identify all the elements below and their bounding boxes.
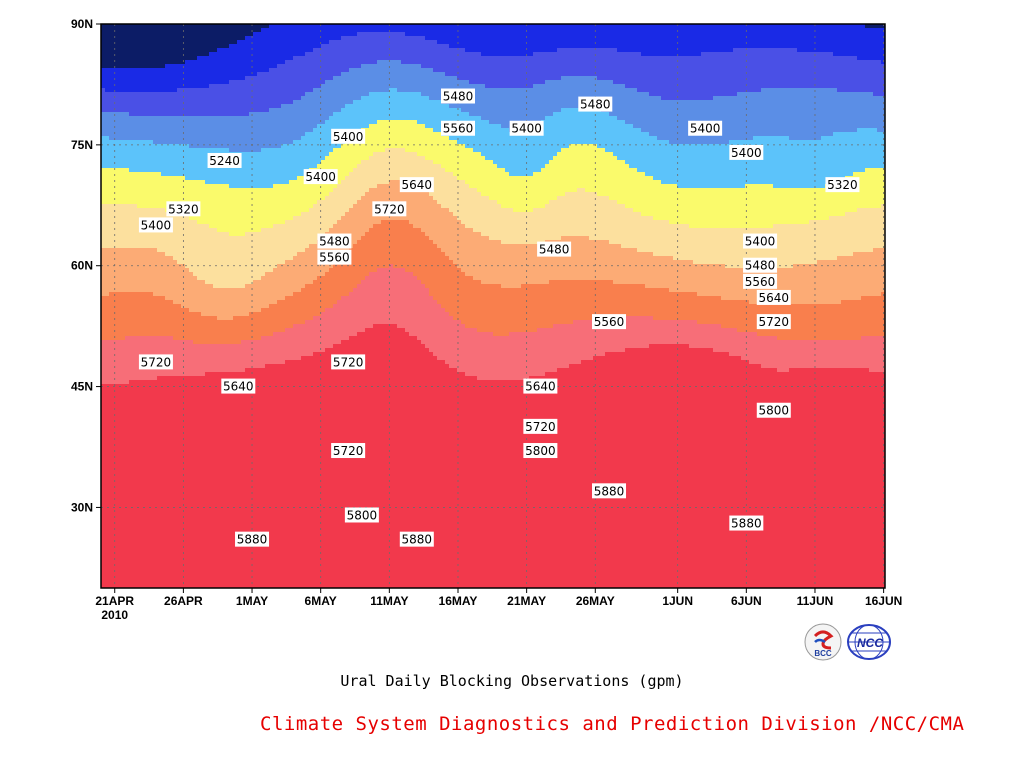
- ncc-logo-icon: NCC: [846, 622, 892, 662]
- x-tick-label: 21APR: [95, 594, 134, 608]
- y-tick-label: 75N: [71, 138, 93, 152]
- x-tick-label: 6MAY: [305, 594, 337, 608]
- x-tick-label: 11MAY: [370, 594, 408, 608]
- x-tick-label: 16MAY: [439, 594, 478, 608]
- contour-label: 5640: [523, 379, 557, 394]
- contour-label: 5560: [441, 121, 475, 136]
- x-tick-label: 11JUN: [797, 594, 834, 608]
- contour-label: 5880: [592, 483, 626, 498]
- contour-label: 5400: [139, 217, 173, 232]
- contour-label: 5640: [221, 379, 255, 394]
- contour-label: 5720: [331, 443, 365, 458]
- contour-label: 5400: [304, 169, 338, 184]
- contour-label: 5640: [400, 177, 434, 192]
- plot-area: [101, 24, 885, 588]
- contour-label: 5560: [592, 314, 626, 329]
- contour-label: 5560: [317, 250, 351, 265]
- contour-label: 5880: [235, 532, 269, 547]
- x-tick-year-label: 2010: [101, 608, 128, 622]
- y-tick-label: 45N: [71, 380, 93, 394]
- contour-label: 5480: [441, 89, 475, 104]
- contour-label: 5320: [166, 201, 200, 216]
- contour-label: 5720: [523, 419, 557, 434]
- contour-label: 5720: [757, 314, 791, 329]
- contour-label: 5480: [537, 242, 571, 257]
- contour-label: 5400: [729, 145, 763, 160]
- contour-label: 5720: [372, 201, 406, 216]
- bcc-logo-icon: BCC: [803, 622, 843, 662]
- contour-label: 5480: [578, 97, 612, 112]
- contour-label: 5560: [743, 274, 777, 289]
- y-tick-label: 30N: [71, 500, 93, 514]
- contour-label: 5880: [729, 516, 763, 531]
- x-tick-label: 26MAY: [576, 594, 615, 608]
- contour-label: 5800: [757, 403, 791, 418]
- y-tick-label: 90N: [71, 17, 93, 31]
- x-tick-label: 26APR: [164, 594, 203, 608]
- contour-label: 5480: [743, 258, 777, 273]
- y-tick-label: 60N: [71, 259, 93, 273]
- x-tick-label: 6JUN: [731, 594, 762, 608]
- x-tick-label: 16JUN: [865, 594, 902, 608]
- contour-label: 5880: [400, 532, 434, 547]
- x-tick-label: 21MAY: [507, 594, 546, 608]
- contour-label: 5240: [208, 153, 242, 168]
- contour-label: 5400: [331, 129, 365, 144]
- contour-label: 5480: [317, 234, 351, 249]
- contour-label: 5400: [510, 121, 544, 136]
- chart-caption: Ural Daily Blocking Observations (gpm): [0, 672, 1024, 690]
- x-tick-label: 1JUN: [662, 594, 693, 608]
- contour-label: 5720: [331, 354, 365, 369]
- contour-label: 5320: [825, 177, 859, 192]
- y-axis-labels: 90N 75N 60N 45N 30N: [71, 17, 93, 514]
- credit-line: Climate System Diagnostics and Predictio…: [260, 713, 1000, 735]
- contour-label: 5800: [345, 507, 379, 522]
- contour-label: 5640: [757, 290, 791, 305]
- contour-label: 5400: [743, 234, 777, 249]
- x-tick-label: 1MAY: [236, 594, 268, 608]
- contour-label: 5720: [139, 354, 173, 369]
- contour-label: 5400: [688, 121, 722, 136]
- contour-label: 5800: [523, 443, 557, 458]
